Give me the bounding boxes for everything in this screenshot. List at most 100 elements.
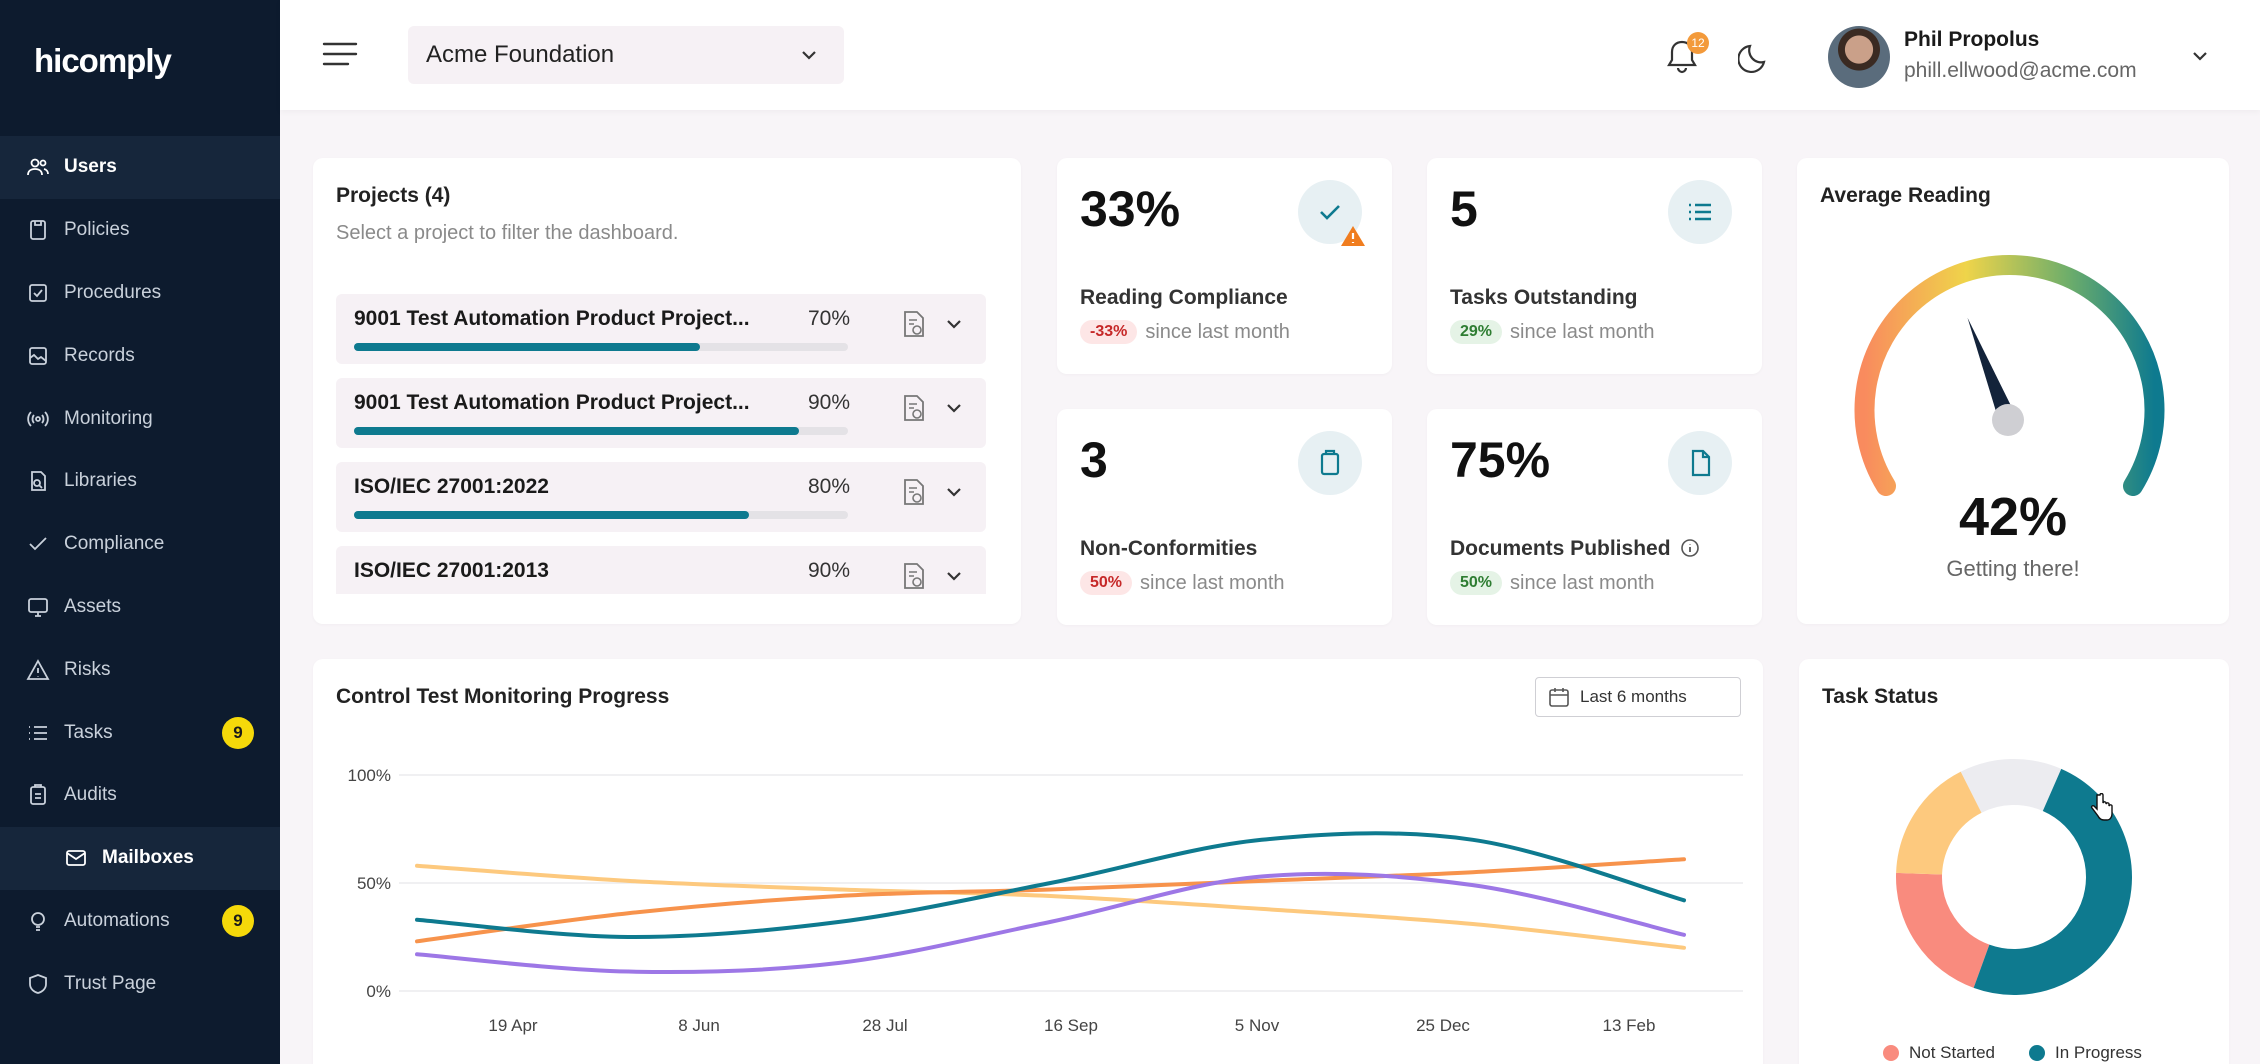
reading-compliance-card[interactable]: 33% Reading Compliance -33% since last mo… <box>1057 158 1392 374</box>
sidebar-item-label: Assets <box>64 595 122 617</box>
sidebar-item-libraries[interactable]: Libraries <box>0 450 280 513</box>
gauge-hub <box>1992 404 2024 436</box>
project-list: 9001 Test Automation Product Project... … <box>313 294 1021 594</box>
sidebar-item-assets[interactable]: Assets <box>0 576 280 639</box>
x-tick-label: 28 Jul <box>862 1016 907 1035</box>
notification-count-badge: 12 <box>1687 32 1709 54</box>
legend-not-started: Not Started <box>1883 1043 1995 1063</box>
sidebar-item-records[interactable]: Records <box>0 324 280 387</box>
warning-icon <box>1341 226 1365 246</box>
legend-dot <box>1883 1045 1899 1061</box>
sidebar: hicomply Users Policies Procedures Recor… <box>0 0 280 1064</box>
moon-icon[interactable] <box>1738 38 1774 74</box>
avatar[interactable] <box>1828 26 1890 88</box>
policies-icon <box>30 220 46 241</box>
user-name: Phil Propolus <box>1904 28 2040 51</box>
sidebar-item-audits[interactable]: Audits <box>0 764 280 827</box>
donut-slice[interactable] <box>1973 768 2132 995</box>
sidebar-item-compliance[interactable]: Compliance <box>0 513 280 576</box>
donut-slice[interactable] <box>1960 759 2062 814</box>
document-settings-icon[interactable] <box>901 394 927 422</box>
chevron-down-icon[interactable] <box>944 566 964 586</box>
chevron-down-icon[interactable] <box>2190 46 2210 66</box>
project-percent: 90% <box>808 559 851 582</box>
organization-selector[interactable]: Acme Foundation <box>408 26 844 84</box>
sidebar-item-label: Compliance <box>64 533 165 555</box>
chevron-down-icon[interactable] <box>944 398 964 418</box>
sidebar-item-label: Tasks <box>64 721 113 743</box>
delta-pill: 29% <box>1450 320 1503 344</box>
gauge-arc <box>1854 255 2165 496</box>
series-line-peach[interactable] <box>415 863 1686 950</box>
stat-delta: 50% since last month <box>1080 571 1285 595</box>
sidebar-item-policies[interactable]: Policies <box>0 199 280 262</box>
series-line-purple[interactable] <box>415 871 1686 975</box>
sidebar-item-tasks[interactable]: Tasks 9 <box>0 701 280 764</box>
project-progress-fill <box>354 427 799 435</box>
sidebar-nav: Users Policies Procedures Records Monito… <box>0 136 280 1015</box>
project-percent: 80% <box>808 475 851 498</box>
stat-icon-circle <box>1668 180 1732 244</box>
x-tick-label: 19 Apr <box>488 1016 537 1035</box>
document-settings-icon[interactable] <box>901 562 927 590</box>
info-icon[interactable] <box>1680 538 1700 558</box>
stat-label: Documents Published <box>1450 537 1700 561</box>
chevron-down-icon[interactable] <box>944 314 964 334</box>
sidebar-item-label: Procedures <box>64 281 162 303</box>
sidebar-item-monitoring[interactable]: Monitoring <box>0 387 280 450</box>
stat-delta: 50% since last month <box>1450 571 1655 595</box>
project-percent: 90% <box>808 391 851 414</box>
chevron-down-icon <box>802 51 816 60</box>
projects-subtitle: Select a project to filter the dashboard… <box>336 222 679 244</box>
donut-chart <box>1896 759 2132 995</box>
donut-slice[interactable] <box>1896 872 1991 988</box>
tasks-count-badge: 9 <box>222 716 254 749</box>
stat-value: 33% <box>1080 181 1181 237</box>
non-conformities-card[interactable]: 3 Non-Conformities 50% since last month <box>1057 409 1392 625</box>
gauge-chart <box>1854 255 2165 496</box>
stat-value: 75% <box>1450 432 1551 488</box>
project-name: ISO/IEC 27001:2022 <box>354 475 549 498</box>
sidebar-item-mailboxes[interactable]: Mailboxes <box>0 826 280 890</box>
project-item[interactable]: 9001 Test Automation Product Project... … <box>336 378 986 448</box>
project-item[interactable]: 9001 Test Automation Product Project... … <box>336 294 986 364</box>
hamburger-menu-icon[interactable] <box>322 40 358 68</box>
sidebar-item-trust-page[interactable]: Trust Page <box>0 952 280 1015</box>
project-item[interactable]: ISO/IEC 27001:2022 80% <box>336 462 986 532</box>
stat-icon-circle <box>1298 180 1365 246</box>
hicomply-logo[interactable]: hicomply <box>34 42 172 79</box>
monitoring-icon <box>27 410 49 427</box>
tasks-icon <box>29 725 47 740</box>
project-item[interactable]: ISO/IEC 27001:2013 90% <box>336 546 986 594</box>
documents-published-card[interactable]: 75% Documents Published 50% since last mo… <box>1427 409 1762 625</box>
task-status-title: Task Status <box>1822 685 1939 708</box>
top-bar: Acme Foundation 12 Phil Propolus phill.e… <box>280 0 2260 110</box>
series-line-orange[interactable] <box>415 857 1686 944</box>
gauge-message: Getting there! <box>1946 556 2080 581</box>
audits-icon <box>30 784 46 806</box>
tasks-outstanding-card[interactable]: 5 Tasks Outstanding 29% since last month <box>1427 158 1762 374</box>
document-settings-icon[interactable] <box>901 478 927 506</box>
document-settings-icon[interactable] <box>901 310 927 338</box>
sidebar-item-procedures[interactable]: Procedures <box>0 262 280 325</box>
line-chart: 100% 50% 0% 19 Apr 8 Jun 28 Jul 16 Sep 5 Nov 25 … <box>348 766 1743 1035</box>
series-line-teal[interactable] <box>415 831 1686 940</box>
shield-icon <box>29 973 47 994</box>
mail-icon <box>66 850 86 867</box>
x-tick-label: 16 Sep <box>1044 1016 1098 1035</box>
cursor-hand-icon <box>2090 793 2113 821</box>
date-range-button[interactable]: Last 6 months <box>1535 677 1741 717</box>
delta-pill: 50% <box>1080 571 1133 595</box>
x-tick-label: 8 Jun <box>678 1016 720 1035</box>
user-email: phill.ellwood@acme.com <box>1904 59 2137 82</box>
sidebar-item-risks[interactable]: Risks <box>0 638 280 701</box>
sidebar-item-users[interactable]: Users <box>0 136 280 199</box>
sidebar-item-label: Risks <box>64 658 111 680</box>
chevron-down-icon[interactable] <box>944 482 964 502</box>
sidebar-item-automations[interactable]: Automations 9 <box>0 890 280 953</box>
sidebar-item-label: Policies <box>64 219 130 241</box>
donut-slice[interactable] <box>1896 771 1983 876</box>
legend-label: In Progress <box>2055 1043 2142 1062</box>
gauge-value: 42% <box>1958 487 2068 547</box>
task-status-card: Task Status Not Started In Progress <box>1799 659 2229 1064</box>
